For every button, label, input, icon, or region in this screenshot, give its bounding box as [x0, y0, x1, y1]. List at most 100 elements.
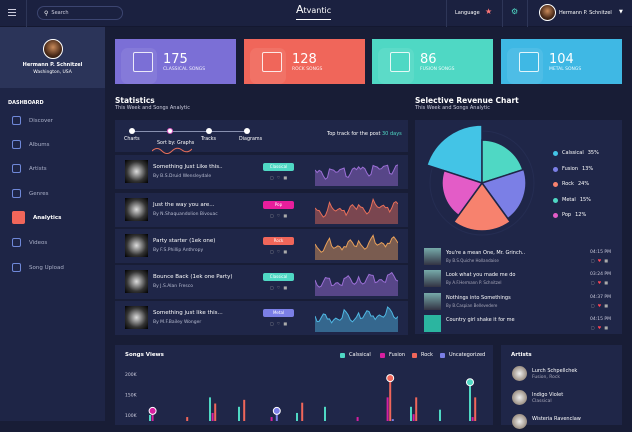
heart-icon[interactable]: ♡	[276, 175, 284, 180]
bar-calssical[interactable]	[324, 406, 326, 421]
heart-icon[interactable]: ♡	[276, 249, 284, 254]
sidebar-item-analytics[interactable]: Analytics	[12, 211, 61, 224]
top-track-period[interactable]: 30 days	[382, 131, 402, 137]
user-name[interactable]: Hermann P. Schnitzel	[559, 10, 612, 16]
edit-icon[interactable]: ▢	[270, 249, 277, 254]
bar-calssical[interactable]	[469, 382, 471, 421]
pie-slice-fusion[interactable]	[480, 168, 527, 220]
heart-icon[interactable]: ♥	[597, 303, 605, 308]
user-avatar[interactable]	[539, 4, 556, 21]
bar-calssical[interactable]	[296, 412, 298, 421]
trash-icon[interactable]: ■	[283, 249, 291, 254]
bar-fusion[interactable]	[471, 417, 474, 421]
step-1[interactable]	[167, 128, 173, 134]
chevron-down-icon[interactable]: ▼	[619, 9, 623, 15]
bar-uncategorized[interactable]	[275, 410, 278, 421]
track-row[interactable]: Just the way you are... By N.Shaquandolio…	[115, 193, 408, 227]
settings-icon[interactable]: ⚙	[511, 7, 519, 16]
language-selector[interactable]: Language	[455, 10, 480, 16]
artist-item[interactable]: Indigo Violet Classical	[512, 390, 622, 408]
bar-calssical[interactable]	[410, 406, 412, 421]
edit-icon[interactable]: ▢	[270, 321, 277, 326]
bar-rock[interactable]	[186, 417, 189, 421]
bar-calssical[interactable]	[209, 397, 211, 421]
search-input[interactable]: ⚲ Search	[37, 6, 123, 20]
bar-fusion[interactable]	[270, 417, 273, 421]
revenue-pie-chart	[425, 124, 535, 236]
bar-fusion[interactable]	[356, 417, 359, 421]
edit-icon[interactable]: ▢	[590, 325, 598, 330]
stat-card-rock[interactable]: 128 ROCK SONGS	[244, 39, 365, 84]
bar-fusion[interactable]	[412, 414, 415, 421]
trash-icon[interactable]: ■	[283, 285, 291, 290]
trash-icon[interactable]: ■	[604, 258, 611, 263]
trash-icon[interactable]: ■	[604, 303, 611, 308]
stat-card-classical[interactable]: 175 CLASSICAL SONGS	[115, 39, 236, 84]
trash-icon[interactable]: ■	[604, 280, 611, 285]
recent-track[interactable]: Look what you made me do By A.F.Hermann P…	[424, 270, 619, 288]
heart-icon[interactable]: ♥	[597, 280, 605, 285]
statistics-controls: Charts Sort by: Graphs Tracks Diagrams Top …	[115, 120, 408, 154]
trash-icon[interactable]: ■	[604, 325, 611, 330]
artist-item[interactable]: Lurch Schpellchek Fusion, Rock	[512, 366, 622, 384]
bar-rock[interactable]	[474, 397, 477, 421]
recent-track[interactable]: Nothings into Somethings By B.Caspian Bel…	[424, 293, 619, 311]
bar-calssical[interactable]	[149, 415, 151, 421]
bar-marker[interactable]	[466, 378, 474, 387]
sidebar-item-artists[interactable]: Artists	[12, 164, 47, 173]
step-3[interactable]	[244, 128, 250, 134]
sidebar-item-albums[interactable]: Albums	[12, 140, 50, 149]
pie-slice-pop[interactable]	[441, 169, 484, 217]
recent-track[interactable]: You're a mean One, Mr. Grinch.. By B.S.Qu…	[424, 248, 619, 266]
edit-icon[interactable]: ▢	[270, 175, 277, 180]
translate-icon[interactable]: ★	[485, 7, 493, 16]
bar-marker[interactable]	[272, 406, 281, 415]
sidebar-item-videos[interactable]: Videos	[12, 238, 47, 247]
bar-fusion[interactable]	[386, 397, 389, 421]
sidebar-item-song-upload[interactable]: Song Upload	[12, 263, 64, 272]
heart-icon[interactable]: ♥	[597, 258, 605, 263]
upload-icon	[12, 263, 21, 272]
trash-icon[interactable]: ■	[283, 213, 291, 218]
sidebar-item-discover[interactable]: Discover	[12, 116, 53, 125]
pie-slice-calssical[interactable]	[425, 124, 483, 185]
edit-icon[interactable]: ▢	[590, 280, 598, 285]
bar-fusion[interactable]	[211, 412, 214, 421]
revenue-title: Selective Revenue Chart	[415, 96, 519, 105]
menu-icon[interactable]	[8, 9, 16, 16]
edit-icon[interactable]: ▢	[270, 213, 277, 218]
step-2[interactable]	[206, 128, 212, 134]
recent-track[interactable]: Country girl shake it for me 04:15 PM ▢♥■	[424, 315, 619, 333]
trash-icon[interactable]: ■	[283, 321, 291, 326]
heart-icon[interactable]: ♡	[276, 213, 284, 218]
stat-card-metal[interactable]: 104 METAL SONGS	[501, 39, 622, 84]
bar-uncategorized[interactable]	[391, 419, 394, 421]
pie-slice-rock[interactable]	[452, 181, 512, 232]
track-row[interactable]: Bounce Back (1ek one Party) By J.S.Alan F…	[115, 265, 408, 299]
track-row[interactable]: Something just like this... By M.F.Bailey…	[115, 301, 408, 335]
sidebar-item-genres[interactable]: Genres	[12, 189, 49, 198]
bar-rock[interactable]	[214, 403, 217, 421]
stat-card-fusion[interactable]: 86 FUSION SONGS	[372, 39, 493, 84]
bar-calssical[interactable]	[439, 409, 441, 421]
bar-marker[interactable]	[386, 374, 395, 383]
edit-icon[interactable]: ▢	[590, 258, 598, 263]
bar-rock[interactable]	[389, 378, 392, 421]
heart-icon[interactable]: ♥	[597, 325, 605, 330]
y-tick: 100K	[125, 413, 138, 419]
track-row[interactable]: Party starter (1ek one) By F.S.Phillip An…	[115, 229, 408, 263]
artist-item[interactable]: Wisteria Ravenclaw	[512, 414, 622, 432]
track-row[interactable]: Something Just Like this.. By B.S.Druid W…	[115, 155, 408, 189]
edit-icon[interactable]: ▢	[590, 303, 598, 308]
bar-rock[interactable]	[243, 399, 246, 421]
edit-icon[interactable]: ▢	[270, 285, 277, 290]
heart-icon[interactable]: ♡	[276, 285, 284, 290]
bar-rock[interactable]	[415, 397, 418, 421]
bar-marker[interactable]	[148, 406, 157, 415]
bar-rock[interactable]	[301, 402, 304, 421]
bar-fusion[interactable]	[151, 410, 154, 421]
trash-icon[interactable]: ■	[283, 175, 291, 180]
step-0[interactable]	[129, 128, 135, 134]
bar-calssical[interactable]	[238, 406, 240, 421]
heart-icon[interactable]: ♡	[276, 321, 284, 326]
